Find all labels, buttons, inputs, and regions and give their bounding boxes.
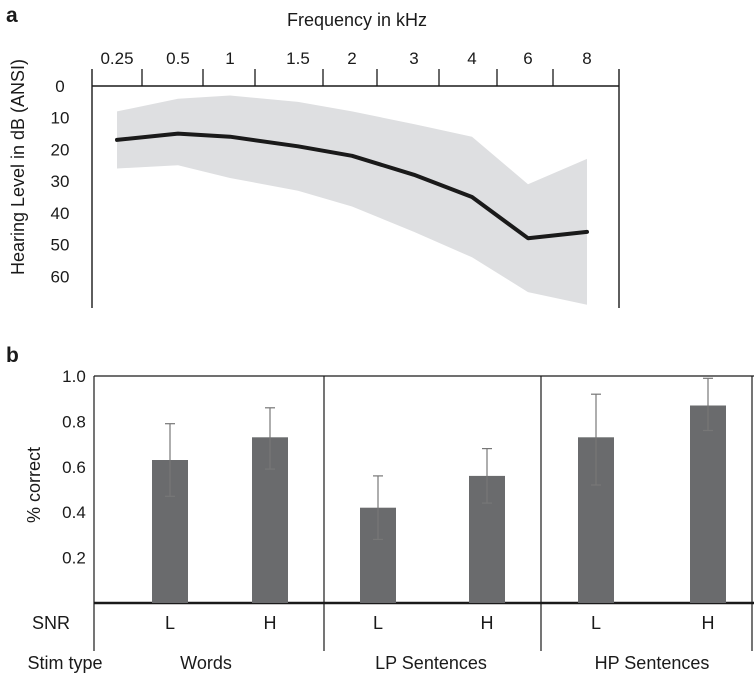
y-tick-label: 0.4 (62, 503, 86, 522)
x-tick-label: 1.5 (286, 49, 310, 68)
x-tick-label: 4 (467, 49, 476, 68)
stim-type-label: LP Sentences (375, 653, 487, 673)
y-tick-label: 0.8 (62, 412, 86, 431)
confidence-band (117, 95, 587, 305)
x-tick-label: 8 (582, 49, 591, 68)
bar (690, 405, 726, 603)
x-tick-label: 3 (409, 49, 418, 68)
y-tick-label: 1.0 (62, 367, 86, 386)
x-axis-title: Frequency in kHz (287, 10, 427, 30)
snr-label: L (165, 613, 175, 633)
x-tick-label: 2 (347, 49, 356, 68)
stim-type-label: Words (180, 653, 232, 673)
panel-b-label: b (6, 344, 19, 367)
y-tick-label: 30 (51, 172, 70, 191)
snr-label: H (702, 613, 715, 633)
snr-label: H (481, 613, 494, 633)
percent-correct-chart: % correct SNR Stim type 0.2 0.4 0.6 0.8 1.0 L… (24, 367, 754, 673)
y-axis-title: Hearing Level in dB (ANSI) (8, 59, 28, 275)
y-tick-label: 20 (51, 140, 70, 159)
x-tick-label: 6 (523, 49, 532, 68)
snr-row-label: SNR (32, 613, 70, 633)
y-tick-label: 40 (51, 204, 70, 223)
snr-label: L (373, 613, 383, 633)
y-axis-title: % correct (24, 447, 44, 523)
snr-label: L (591, 613, 601, 633)
stim-type-label: HP Sentences (595, 653, 710, 673)
y-tick-label: 60 (51, 267, 70, 286)
y-tick-label: 0.6 (62, 458, 86, 477)
snr-label: H (264, 613, 277, 633)
y-tick-label: 50 (51, 236, 70, 255)
mean-hearing-level-line (115, 131, 589, 241)
x-tick-label: 1 (225, 49, 234, 68)
y-tick-label: 0.2 (62, 549, 86, 568)
stim-type-row-label: Stim type (27, 653, 102, 673)
y-tick-label: 10 (51, 109, 70, 128)
hearing-level-chart: Frequency in kHz Hearing Level in dB (AN… (8, 10, 620, 308)
y-tick-label: 0 (55, 77, 64, 96)
x-tick-label: 0.25 (100, 49, 133, 68)
x-tick-label: 0.5 (166, 49, 190, 68)
panel-a-label: a (6, 4, 18, 27)
